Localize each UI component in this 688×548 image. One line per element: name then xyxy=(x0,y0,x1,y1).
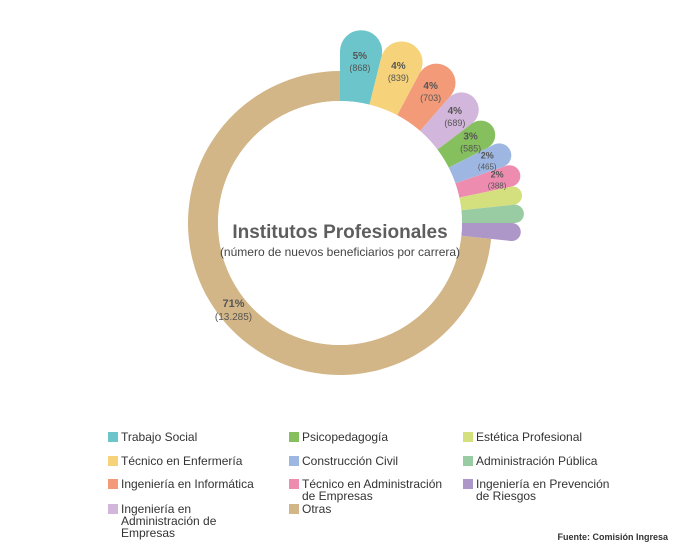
slice-count-label: (13.285) xyxy=(215,312,252,323)
legend-item: Ingeniería en Prevención de Riesgos xyxy=(463,478,626,502)
chart-subtitle: (número de nuevos beneficiarios por carr… xyxy=(219,245,461,259)
slice-cap xyxy=(444,92,479,128)
legend-item: Construcción Civil xyxy=(289,455,452,467)
slice-count-label: (839) xyxy=(388,73,409,83)
donut-chart: 5%(868) 4%(839)4%(703)4%(689)3%(585)2%(46… xyxy=(188,30,524,375)
legend-swatch xyxy=(108,456,118,466)
legend-item: Estética Profesional xyxy=(463,431,626,443)
slice-percent-label: 2% xyxy=(481,150,494,160)
legend-label: Construcción Civil xyxy=(302,454,399,468)
slice-cap xyxy=(498,165,521,187)
slice-estética-profesional xyxy=(459,186,515,211)
slice-percent-label: 71% xyxy=(223,298,245,310)
legend-item: Ingeniería en Informática xyxy=(108,478,271,490)
legend-label: Técnico en Administración de Empresas xyxy=(302,477,443,503)
legend-item: Trabajo Social xyxy=(108,431,271,443)
legend-label: Técnico en Enfermería xyxy=(121,454,243,468)
legend-item: Técnico en Administración de Empresas xyxy=(289,478,452,502)
slice-percent-label: 2% xyxy=(491,169,504,179)
slice-count-label: (585) xyxy=(460,143,481,153)
slice-count-label: (465) xyxy=(478,162,497,171)
slice-técnico-en-administración-de-empresas xyxy=(455,165,513,198)
slice-cap xyxy=(466,120,496,150)
slice-cap xyxy=(505,204,524,223)
legend-label: Ingeniería en Prevención de Riesgos xyxy=(476,477,610,503)
slice-percent-label: 5% xyxy=(353,51,368,62)
legend-label: Administración Pública xyxy=(476,454,598,468)
slice-ingeniería-en-prevención-de-riesgos xyxy=(461,223,512,241)
slice-count-label: (703) xyxy=(420,93,441,103)
legend-swatch xyxy=(108,432,118,442)
slice-count-label: (388) xyxy=(488,181,507,190)
legend-item: Otras xyxy=(289,503,452,515)
slice-count-label: (689) xyxy=(444,118,465,128)
donut-hole xyxy=(218,101,462,345)
slice-cap xyxy=(487,143,512,168)
legend-label: Otras xyxy=(302,502,332,516)
slice-percent-label: 4% xyxy=(423,81,438,92)
source-note: Fuente: Comisión Ingresa xyxy=(557,532,668,542)
legend-label: Ingeniería en Informática xyxy=(121,477,254,491)
slice-count-label: (868) xyxy=(349,63,370,73)
legend-item: Ingeniería en Administración de Empresas xyxy=(108,503,271,539)
slice-cap xyxy=(417,63,456,103)
slice-percent-label: 4% xyxy=(448,106,463,117)
slice-cap xyxy=(502,223,521,242)
legend-swatch xyxy=(108,479,118,489)
legend-label: Trabajo Social xyxy=(121,430,198,444)
legend-swatch xyxy=(289,504,299,514)
legend-swatch xyxy=(463,432,473,442)
legend-swatch xyxy=(463,479,473,489)
legend-swatch xyxy=(463,456,473,466)
legend-item: Administración Pública xyxy=(463,455,626,467)
slice-cap xyxy=(380,41,423,84)
slice-percent-label: 4% xyxy=(391,61,406,72)
legend-swatch xyxy=(289,432,299,442)
legend-label: Psicopedagogía xyxy=(302,430,389,444)
slice-percent-label: 3% xyxy=(463,131,478,142)
legend-item: Técnico en Enfermería xyxy=(108,455,271,467)
legend-swatch xyxy=(289,456,299,466)
legend-swatch xyxy=(108,504,118,514)
legend-label: Ingeniería en Administración de Empresas xyxy=(121,502,217,540)
chart-legend: Trabajo Social Psicopedagogía Estética Pro… xyxy=(108,431,628,539)
chart-title: Institutos Profesionales xyxy=(232,222,448,243)
slice-administración-pública xyxy=(461,204,515,223)
legend-item: Psicopedagogía xyxy=(289,431,452,443)
slice-cap xyxy=(503,186,523,205)
legend-label: Estética Profesional xyxy=(476,430,583,444)
slice-cap xyxy=(340,30,383,73)
legend-swatch xyxy=(289,479,299,489)
